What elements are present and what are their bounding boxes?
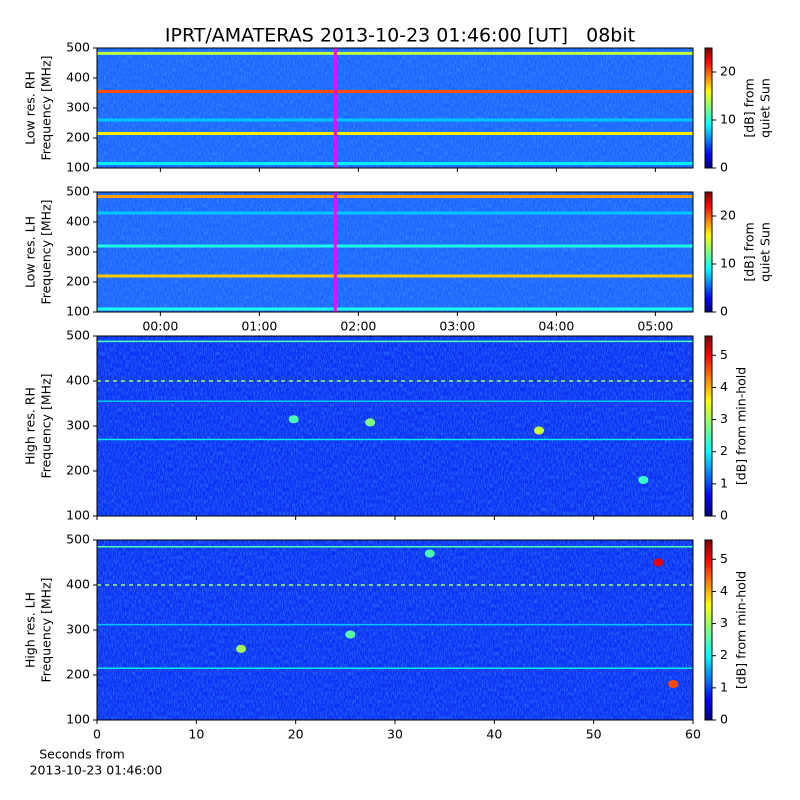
emission-spot — [345, 630, 356, 639]
y-tick-label: 500 — [66, 532, 90, 547]
colorbar-tick-label: 0 — [720, 160, 728, 175]
spectrogram-texture — [97, 336, 693, 516]
emission-spot — [236, 644, 247, 653]
y-tick-label: 300 — [66, 418, 90, 433]
y-axis-label: Frequency [MHz] — [39, 199, 54, 304]
y-axis-label: Low res. LH — [23, 216, 38, 288]
y-tick-label: 500 — [66, 40, 90, 55]
colorbar — [704, 191, 713, 313]
x-tick-label: 0 — [93, 727, 101, 742]
colorbar-tick-label: 2 — [720, 647, 728, 662]
colorbar-tick-label: 20 — [720, 64, 736, 79]
y-tick-label: 100 — [66, 160, 90, 175]
emission-spot — [638, 476, 649, 484]
y-axis-label: Frequency [MHz] — [39, 577, 54, 682]
y-tick-label: 400 — [66, 70, 90, 85]
y-tick-label: 300 — [66, 622, 90, 637]
colorbar-tick-label: 5 — [720, 347, 728, 362]
y-tick-label: 200 — [66, 130, 90, 145]
colorbar-tick-label: 0 — [720, 508, 728, 523]
colorbar-tick-label: 1 — [720, 475, 728, 490]
colorbar-tick-label: 1 — [720, 679, 728, 694]
x-tick-label: 30 — [387, 727, 403, 742]
colorbar-tick-label: 0 — [720, 712, 728, 727]
emission-spot — [668, 680, 679, 688]
colorbar-label: [dB] from min-hold — [734, 367, 749, 485]
x-tick-label: 00:00 — [142, 319, 178, 334]
colorbar-tick-label: 4 — [720, 379, 728, 394]
colorbar-tick-label: 0 — [720, 304, 728, 319]
x-axis-label: 2013-10-23 01:46:00 — [30, 763, 163, 778]
colorbar-tick-label: 20 — [720, 208, 736, 223]
y-tick-label: 400 — [66, 373, 90, 388]
y-tick-label: 500 — [66, 184, 90, 199]
emission-spot — [653, 558, 664, 567]
x-tick-label: 05:00 — [637, 319, 673, 334]
emission-spot — [534, 426, 545, 435]
y-axis-label: Frequency [MHz] — [39, 373, 54, 478]
x-tick-label: 50 — [586, 727, 602, 742]
y-tick-label: 300 — [66, 244, 90, 259]
y-tick-label: 400 — [66, 214, 90, 229]
y-axis-label: Frequency [MHz] — [39, 55, 54, 160]
x-tick-label: 60 — [685, 727, 701, 742]
colorbar-tick-label: 10 — [720, 112, 736, 127]
x-tick-label: 02:00 — [340, 319, 376, 334]
y-axis-label: High res. RH — [23, 387, 38, 465]
x-tick-label: 04:00 — [538, 319, 574, 334]
x-tick-label: 40 — [486, 727, 502, 742]
y-axis-label: Low res. RH — [23, 71, 38, 145]
x-tick-label: 20 — [288, 727, 304, 742]
colorbar — [704, 335, 713, 517]
colorbar — [704, 539, 713, 721]
colorbar-label: [dB] from min-hold — [734, 571, 749, 689]
colorbar-label: [dB] from — [742, 222, 757, 281]
colorbar-label: [dB] from — [742, 78, 757, 137]
colorbar-tick-label: 3 — [720, 411, 728, 426]
colorbar-tick-label: 5 — [720, 551, 728, 566]
y-tick-label: 200 — [66, 667, 90, 682]
x-tick-label: 10 — [188, 727, 204, 742]
y-axis-label: High res. LH — [23, 592, 38, 668]
colorbar-label: quiet Sun — [758, 222, 773, 282]
y-tick-label: 500 — [66, 328, 90, 343]
x-tick-label: 03:00 — [439, 319, 475, 334]
emission-spot — [424, 549, 435, 558]
colorbar — [704, 47, 713, 169]
y-tick-label: 100 — [66, 304, 90, 319]
emission-spot — [288, 415, 299, 424]
y-tick-label: 200 — [66, 274, 90, 289]
colorbar-tick-label: 2 — [720, 443, 728, 458]
y-tick-label: 100 — [66, 712, 90, 727]
emission-spot — [365, 418, 376, 427]
colorbar-tick-label: 3 — [720, 615, 728, 630]
y-tick-label: 100 — [66, 508, 90, 523]
y-tick-label: 200 — [66, 463, 90, 478]
x-tick-label: 01:00 — [241, 319, 277, 334]
colorbar-tick-label: 4 — [720, 583, 728, 598]
spectrogram-texture — [97, 192, 693, 312]
colorbar-tick-label: 10 — [720, 256, 736, 271]
chart-title: IPRT/AMATERAS 2013-10-23 01:46:00 [UT] 0… — [165, 25, 635, 47]
spectrogram-texture — [97, 48, 693, 168]
y-tick-label: 300 — [66, 100, 90, 115]
spectrogram-texture — [97, 540, 693, 720]
x-axis-label: Seconds from — [39, 747, 125, 762]
colorbar-label: quiet Sun — [758, 78, 773, 138]
y-tick-label: 400 — [66, 577, 90, 592]
